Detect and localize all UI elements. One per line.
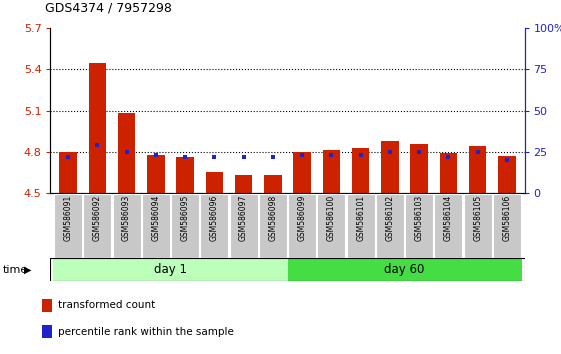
Bar xyxy=(259,194,287,258)
Bar xyxy=(493,194,521,258)
Text: GSM586104: GSM586104 xyxy=(444,195,453,241)
Bar xyxy=(171,194,199,258)
Bar xyxy=(498,156,516,193)
Text: percentile rank within the sample: percentile rank within the sample xyxy=(58,327,233,337)
Text: GSM586091: GSM586091 xyxy=(63,195,72,241)
Bar xyxy=(42,325,52,338)
Text: GSM586100: GSM586100 xyxy=(327,195,336,241)
Bar xyxy=(347,194,375,258)
Bar xyxy=(59,152,77,193)
Text: GSM586105: GSM586105 xyxy=(473,195,482,241)
Bar xyxy=(264,175,282,193)
Bar xyxy=(200,194,228,258)
Bar xyxy=(376,194,404,258)
Text: time: time xyxy=(3,265,28,275)
Bar xyxy=(147,154,164,193)
Text: ▶: ▶ xyxy=(24,265,31,275)
Text: GSM586102: GSM586102 xyxy=(385,195,394,241)
Text: GDS4374 / 7957298: GDS4374 / 7957298 xyxy=(45,1,172,14)
Bar xyxy=(323,150,340,193)
Bar xyxy=(54,194,82,258)
Bar xyxy=(288,194,316,258)
Text: GSM586095: GSM586095 xyxy=(181,195,190,241)
Text: day 1: day 1 xyxy=(154,263,187,276)
Bar xyxy=(89,63,106,193)
Bar xyxy=(381,141,399,193)
Text: GSM586098: GSM586098 xyxy=(268,195,277,241)
Bar xyxy=(235,175,252,193)
Bar xyxy=(440,153,457,193)
Text: GSM586096: GSM586096 xyxy=(210,195,219,241)
Bar xyxy=(318,194,346,258)
Text: day 60: day 60 xyxy=(384,263,425,276)
Bar xyxy=(42,299,52,312)
Text: GSM586101: GSM586101 xyxy=(356,195,365,241)
Text: GSM586094: GSM586094 xyxy=(151,195,160,241)
Bar xyxy=(411,144,428,193)
Bar xyxy=(229,194,257,258)
Text: GSM586106: GSM586106 xyxy=(503,195,512,241)
Bar xyxy=(205,172,223,193)
Bar xyxy=(405,194,433,258)
Bar xyxy=(113,194,141,258)
Text: transformed count: transformed count xyxy=(58,300,155,310)
Bar xyxy=(434,194,462,258)
Bar xyxy=(118,113,135,193)
Bar xyxy=(352,148,370,193)
Text: GSM586093: GSM586093 xyxy=(122,195,131,241)
Bar xyxy=(176,157,194,193)
Bar xyxy=(469,146,486,193)
Bar xyxy=(53,258,288,281)
Bar xyxy=(288,258,522,281)
Text: GSM586099: GSM586099 xyxy=(298,195,307,241)
Text: GSM586097: GSM586097 xyxy=(239,195,248,241)
Text: GSM586092: GSM586092 xyxy=(93,195,102,241)
Bar xyxy=(83,194,111,258)
Bar xyxy=(142,194,170,258)
Bar xyxy=(464,194,492,258)
Bar xyxy=(293,152,311,193)
Text: GSM586103: GSM586103 xyxy=(415,195,424,241)
